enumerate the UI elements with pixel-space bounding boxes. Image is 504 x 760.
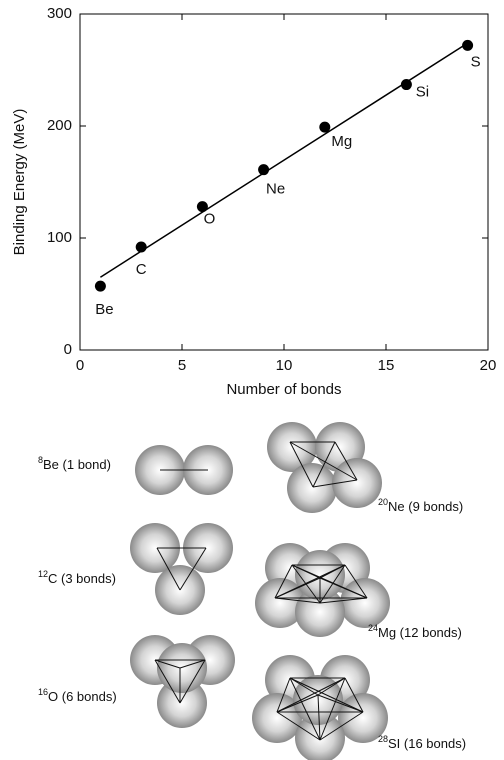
atom-sphere xyxy=(130,523,180,573)
bond-line xyxy=(289,677,319,696)
x-tick-label: 0 xyxy=(76,357,84,374)
data-point xyxy=(319,121,331,133)
point-label: C xyxy=(136,261,147,278)
bond-line xyxy=(317,694,364,713)
bond-line xyxy=(289,677,321,741)
bond-line xyxy=(154,659,181,704)
atom-sphere xyxy=(287,463,337,513)
point-label: O xyxy=(204,211,216,228)
y-tick-label: 100 xyxy=(47,229,72,246)
mass-number: 16 xyxy=(38,687,48,697)
data-point xyxy=(462,39,474,51)
point-label: Mg xyxy=(331,133,352,150)
atom-sphere xyxy=(157,678,207,728)
bond-line xyxy=(344,564,368,599)
structure-text: O (6 bonds) xyxy=(48,689,117,704)
bond-line xyxy=(274,597,321,604)
bond-line xyxy=(319,564,346,579)
structure-text: C (3 bonds) xyxy=(48,571,116,586)
bond-line xyxy=(179,659,206,704)
structure-label: 24Mg (12 bonds) xyxy=(368,623,462,640)
y-axis-label: Binding Energy (MeV) xyxy=(11,109,28,256)
mass-number: 12 xyxy=(38,569,48,579)
bond-line xyxy=(156,547,181,591)
data-point xyxy=(258,164,270,176)
fit-line xyxy=(99,42,469,278)
bond-line xyxy=(289,441,358,481)
bond-line xyxy=(274,577,321,599)
structure-label: 12C (3 bonds) xyxy=(38,569,116,586)
y-tick-label: 0 xyxy=(64,341,72,358)
bond-line xyxy=(319,677,346,741)
bond-line xyxy=(344,677,364,713)
bond-line xyxy=(179,547,207,591)
point-label: Ne xyxy=(266,181,285,198)
bond-line xyxy=(276,677,346,713)
bond-line xyxy=(319,597,368,604)
x-tick-label: 15 xyxy=(378,357,395,374)
structure-label: 20Ne (9 bonds) xyxy=(378,497,463,514)
mass-number: 20 xyxy=(378,497,388,507)
bond-line xyxy=(179,659,206,669)
atom-sphere xyxy=(295,587,345,637)
molecule-diagrams xyxy=(130,422,390,760)
x-tick-label: 20 xyxy=(480,357,497,374)
structure-text: SI (16 bonds) xyxy=(388,736,466,751)
bond-line xyxy=(334,441,358,481)
atom-sphere xyxy=(183,523,233,573)
mass-number: 24 xyxy=(368,623,378,633)
bond-line xyxy=(154,659,181,669)
atom-sphere xyxy=(157,643,207,693)
point-label: S xyxy=(471,53,481,70)
bond-line xyxy=(319,564,346,604)
structure-text: Be (1 bond) xyxy=(43,457,111,472)
bond-line xyxy=(312,479,358,488)
data-point xyxy=(400,79,412,91)
bond-line xyxy=(291,564,321,579)
x-tick-label: 5 xyxy=(178,357,186,374)
x-axis-label: Number of bonds xyxy=(226,381,341,398)
atom-sphere xyxy=(340,578,390,628)
x-tick-label: 10 xyxy=(276,357,293,374)
structure-text: Mg (12 bonds) xyxy=(378,625,462,640)
point-label: Be xyxy=(95,301,113,318)
bond-line xyxy=(276,694,319,713)
bond-line xyxy=(319,711,364,741)
bond-line xyxy=(317,694,321,741)
bond-line xyxy=(274,564,293,599)
atom-sphere xyxy=(295,550,345,600)
mass-number: 28 xyxy=(378,734,388,744)
bond-line xyxy=(276,677,291,713)
structure-label: 16O (6 bonds) xyxy=(38,687,117,704)
data-point xyxy=(94,280,106,292)
structure-label: 8Be (1 bond) xyxy=(38,455,111,472)
bond-line xyxy=(319,577,368,599)
mass-number: 8 xyxy=(38,455,43,465)
y-tick-label: 200 xyxy=(47,117,72,134)
structure-text: Ne (9 bonds) xyxy=(388,499,463,514)
structure-label: 28SI (16 bonds) xyxy=(378,734,466,751)
bond-line xyxy=(317,677,346,696)
atom-sphere xyxy=(332,458,382,508)
atom-sphere xyxy=(338,693,388,743)
bond-line xyxy=(276,711,321,741)
point-label: Si xyxy=(416,84,429,101)
bond-line xyxy=(289,677,364,713)
bond-line xyxy=(312,441,336,488)
data-point xyxy=(196,201,208,213)
bond-line xyxy=(289,441,314,488)
y-tick-label: 300 xyxy=(47,5,72,22)
